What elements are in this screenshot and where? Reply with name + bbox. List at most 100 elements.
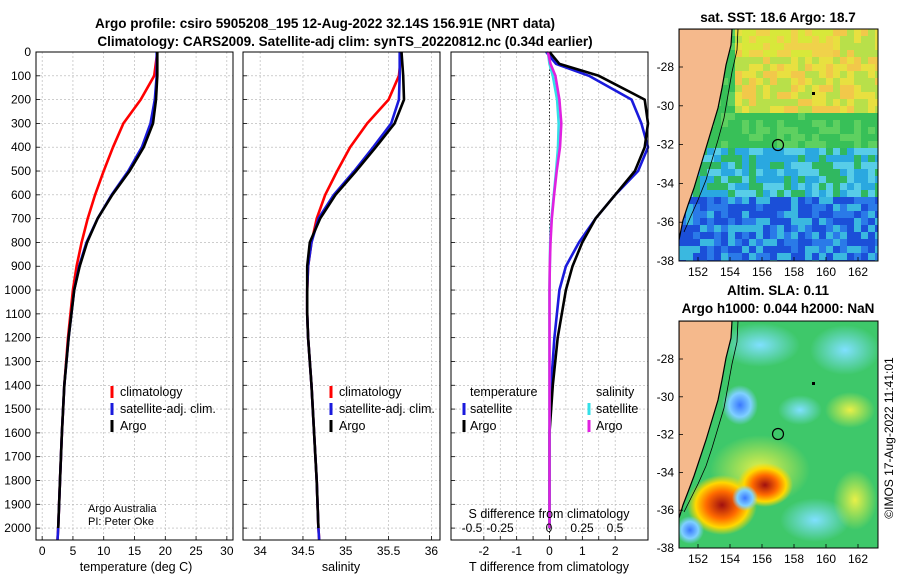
sst-cell — [861, 57, 868, 64]
sst-cell — [805, 204, 812, 211]
sst-cell — [770, 190, 777, 197]
sst-cell — [749, 36, 756, 43]
legend-label-t-argo: Argo — [470, 419, 496, 433]
sst-cell — [854, 36, 861, 43]
sst-cell — [847, 92, 854, 99]
sla-map-title2: Argo h1000: 0.044 h2000: NaN — [682, 301, 875, 316]
sst-cell — [812, 120, 819, 127]
sst-cell — [728, 113, 735, 120]
sst-cell — [875, 169, 878, 176]
sst-cell — [875, 106, 878, 113]
sst-cell — [798, 50, 805, 57]
credit-line1: Argo Australia — [88, 503, 157, 515]
sst-cell — [826, 78, 833, 85]
sst-cell — [833, 155, 840, 162]
sst-cell — [819, 204, 826, 211]
sst-cell — [784, 225, 791, 232]
sst-cell — [854, 120, 861, 127]
sst-cell — [875, 232, 878, 239]
sst-cell — [791, 155, 798, 162]
sst-cell — [749, 169, 756, 176]
sst-cell — [791, 106, 798, 113]
sst-cell — [826, 225, 833, 232]
sst-cell — [868, 148, 875, 155]
sst-cell — [756, 99, 763, 106]
sst-cell — [826, 134, 833, 141]
sst-cell — [833, 113, 840, 120]
legend-label-argo: Argo — [339, 419, 365, 433]
sst-cell — [826, 253, 833, 260]
sst-cell — [833, 120, 840, 127]
sst-cell — [686, 211, 693, 218]
sst-cell — [798, 190, 805, 197]
sst-cell — [756, 190, 763, 197]
sst-cell — [770, 78, 777, 85]
sst-cell — [756, 155, 763, 162]
sst-cell — [721, 204, 728, 211]
sst-cell — [728, 211, 735, 218]
sst-cell — [756, 218, 763, 225]
sst-cell — [714, 239, 721, 246]
sst-cell — [735, 29, 742, 36]
sst-cell — [707, 176, 714, 183]
sst-cell — [714, 197, 721, 204]
sst-cell — [763, 50, 770, 57]
sst-cell — [770, 92, 777, 99]
sst-cell — [707, 190, 714, 197]
x-tick-label: 2 — [612, 544, 619, 558]
sst-cell — [798, 246, 805, 253]
sst-cell — [819, 113, 826, 120]
sst-cell — [770, 155, 777, 162]
sst-cell — [777, 113, 784, 120]
sst-cell — [728, 204, 735, 211]
sst-cell — [791, 29, 798, 36]
sst-cell — [770, 183, 777, 190]
sst-cell — [805, 43, 812, 50]
sst-cell — [854, 99, 861, 106]
sst-cell — [707, 169, 714, 176]
sst-cell — [735, 113, 742, 120]
sst-cell — [777, 239, 784, 246]
map-lon-label: 162 — [848, 265, 868, 279]
sst-cell — [819, 183, 826, 190]
sst-cell — [735, 225, 742, 232]
sst-cell — [861, 253, 868, 260]
sst-cell — [861, 134, 868, 141]
sst-cell — [784, 197, 791, 204]
sst-cell — [875, 43, 878, 50]
sst-cell — [840, 71, 847, 78]
sst-cell — [847, 225, 854, 232]
sst-cell — [840, 113, 847, 120]
sst-cell — [749, 197, 756, 204]
sst-cell — [819, 148, 826, 155]
sst-cell — [784, 162, 791, 169]
map-lat-label: -34 — [657, 465, 675, 479]
x-tick-label: 20 — [159, 544, 173, 558]
sst-cell — [756, 246, 763, 253]
sst-cell — [826, 190, 833, 197]
sst-cell — [700, 211, 707, 218]
map-lat-label: -28 — [657, 60, 675, 74]
sst-cell — [847, 71, 854, 78]
sst-cell — [777, 176, 784, 183]
sst-cell — [700, 169, 707, 176]
sst-cell — [805, 246, 812, 253]
sst-cell — [735, 176, 742, 183]
sst-cell — [826, 176, 833, 183]
sst-cell — [777, 162, 784, 169]
sst-cell — [840, 176, 847, 183]
sst-cell — [868, 43, 875, 50]
sst-cell — [861, 162, 868, 169]
sst-cell — [693, 246, 700, 253]
sst-cell — [784, 134, 791, 141]
sst-cell — [777, 204, 784, 211]
y-tick-label: 1800 — [4, 473, 31, 487]
sst-cell — [763, 78, 770, 85]
sst-cell — [707, 239, 714, 246]
sst-cell — [784, 169, 791, 176]
sst-cell — [714, 127, 721, 134]
sst-cell — [875, 183, 878, 190]
sst-cell — [721, 246, 728, 253]
sst-cell — [735, 120, 742, 127]
sst-cell — [728, 176, 735, 183]
